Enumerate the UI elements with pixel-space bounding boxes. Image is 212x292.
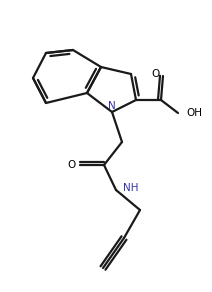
Text: N: N	[108, 101, 116, 111]
Text: O: O	[67, 160, 75, 170]
Text: O: O	[151, 69, 159, 79]
Text: OH: OH	[186, 108, 202, 118]
Text: NH: NH	[123, 183, 138, 193]
